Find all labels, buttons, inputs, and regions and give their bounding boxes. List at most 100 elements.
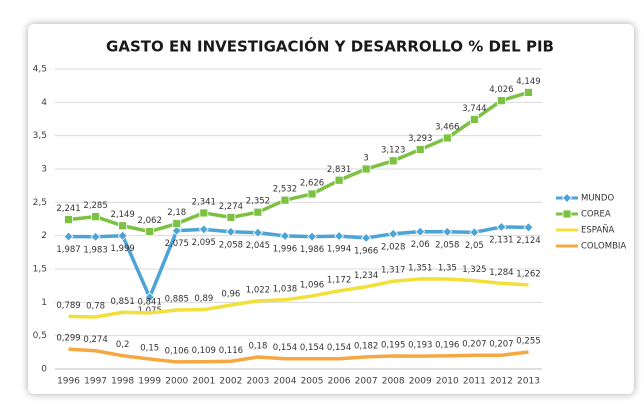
data-label: 2,285 bbox=[83, 201, 107, 211]
data-label: 1,351 bbox=[408, 263, 432, 273]
data-label: 0,255 bbox=[516, 337, 540, 347]
data-label: 2,124 bbox=[516, 236, 540, 246]
data-label: 2,131 bbox=[489, 235, 513, 245]
data-label: 0,299 bbox=[56, 334, 80, 344]
data-label: 1,284 bbox=[489, 268, 513, 278]
data-label: 1,172 bbox=[327, 275, 351, 285]
y-tick-label: 4 bbox=[41, 98, 47, 108]
data-label: 2,831 bbox=[327, 165, 351, 175]
data-point bbox=[361, 232, 372, 243]
data-label: 4,026 bbox=[489, 85, 513, 95]
data-label: 0,182 bbox=[354, 341, 378, 351]
x-tick-label: 2002 bbox=[219, 377, 242, 387]
x-tick-label: 1998 bbox=[111, 377, 134, 387]
data-label: 1,996 bbox=[273, 244, 297, 254]
x-tick-label: 2000 bbox=[165, 377, 188, 387]
y-tick-label: 0,5 bbox=[33, 331, 47, 341]
x-tick-label: 2008 bbox=[382, 377, 405, 387]
data-point bbox=[306, 231, 318, 242]
data-label: 1,317 bbox=[381, 266, 405, 276]
x-tick-label: 2007 bbox=[355, 377, 378, 387]
data-point bbox=[144, 292, 155, 303]
data-label: 2,18 bbox=[167, 208, 186, 218]
data-label: 0,15 bbox=[140, 344, 159, 354]
legend-label: COREA bbox=[581, 210, 611, 220]
data-label: 0,154 bbox=[300, 343, 324, 353]
series-line bbox=[68, 225, 529, 300]
data-label: 0,116 bbox=[219, 346, 243, 356]
data-point bbox=[91, 212, 100, 222]
legend-label: ESPAÑA bbox=[581, 225, 615, 236]
data-label: 0,154 bbox=[327, 343, 351, 353]
data-label: 0,274 bbox=[83, 335, 107, 345]
data-point bbox=[118, 221, 128, 231]
data-label: 0,106 bbox=[165, 346, 189, 356]
series-line bbox=[68, 277, 529, 319]
x-tick-label: 2013 bbox=[517, 377, 540, 387]
data-label: 0,195 bbox=[381, 341, 405, 351]
x-tick-label: 1997 bbox=[84, 377, 107, 387]
x-tick-label: 2001 bbox=[192, 377, 215, 387]
data-label: 2,075 bbox=[165, 239, 189, 249]
data-label: 0,2 bbox=[116, 340, 130, 350]
data-label: 1,262 bbox=[516, 269, 540, 279]
data-point bbox=[497, 96, 506, 105]
data-point bbox=[388, 228, 399, 239]
data-point bbox=[90, 231, 101, 242]
data-point bbox=[253, 207, 263, 217]
data-label: 4,149 bbox=[516, 77, 540, 87]
data-point bbox=[279, 230, 291, 241]
data-label: 0,96 bbox=[221, 290, 240, 300]
data-label: 1,096 bbox=[300, 280, 324, 290]
data-label: 3,466 bbox=[435, 122, 459, 132]
data-point bbox=[523, 222, 534, 233]
data-label: 0,18 bbox=[248, 342, 267, 352]
data-point bbox=[307, 189, 317, 199]
data-point bbox=[252, 227, 263, 238]
data-label: 1,234 bbox=[354, 271, 378, 281]
x-tick-label: 1996 bbox=[57, 377, 80, 387]
data-label: 2,062 bbox=[138, 216, 162, 226]
data-label: 0,193 bbox=[408, 341, 432, 351]
y-tick-label: 1 bbox=[41, 298, 47, 308]
data-label: 2,05 bbox=[465, 241, 484, 251]
legend-label: COLOMBIA bbox=[581, 242, 626, 252]
data-point bbox=[361, 164, 371, 174]
data-label: 3,744 bbox=[462, 104, 486, 114]
data-label: 2,149 bbox=[110, 210, 134, 220]
legend-label: MUNDO bbox=[581, 194, 614, 204]
data-label: 1,966 bbox=[354, 246, 378, 256]
y-tick-label: 1,5 bbox=[33, 265, 47, 275]
y-tick-label: 4,5 bbox=[33, 65, 47, 75]
data-label: 0,207 bbox=[489, 340, 513, 350]
chart-title: GASTO EN INVESTIGACIÓN Y DESARROLLO % DE… bbox=[106, 37, 554, 56]
x-tick-label: 2009 bbox=[409, 377, 432, 387]
data-label: 2,028 bbox=[381, 242, 405, 252]
data-point bbox=[199, 208, 209, 218]
data-point bbox=[145, 227, 155, 236]
series-line bbox=[68, 347, 529, 364]
data-label: 2,06 bbox=[411, 240, 430, 250]
data-point bbox=[117, 230, 128, 241]
x-tick-label: 1999 bbox=[138, 377, 161, 387]
data-point bbox=[225, 226, 236, 237]
data-label: 1,999 bbox=[110, 244, 134, 254]
data-label: 2,532 bbox=[273, 185, 297, 195]
data-label: 3,293 bbox=[408, 134, 432, 144]
data-label: 1,35 bbox=[438, 264, 457, 274]
data-label: 1,325 bbox=[462, 265, 486, 275]
x-tick-label: 2005 bbox=[301, 377, 324, 387]
data-label: 2,045 bbox=[246, 241, 270, 251]
data-label: 2,058 bbox=[219, 240, 243, 250]
series-line bbox=[68, 90, 529, 234]
data-label: 2,626 bbox=[300, 178, 324, 188]
data-label: 2,241 bbox=[56, 204, 80, 214]
data-label: 2,352 bbox=[246, 197, 270, 207]
data-point bbox=[415, 226, 426, 237]
data-label: 3 bbox=[363, 154, 368, 164]
data-point bbox=[496, 221, 507, 232]
data-label: 0,789 bbox=[56, 301, 80, 311]
data-point bbox=[226, 212, 236, 222]
